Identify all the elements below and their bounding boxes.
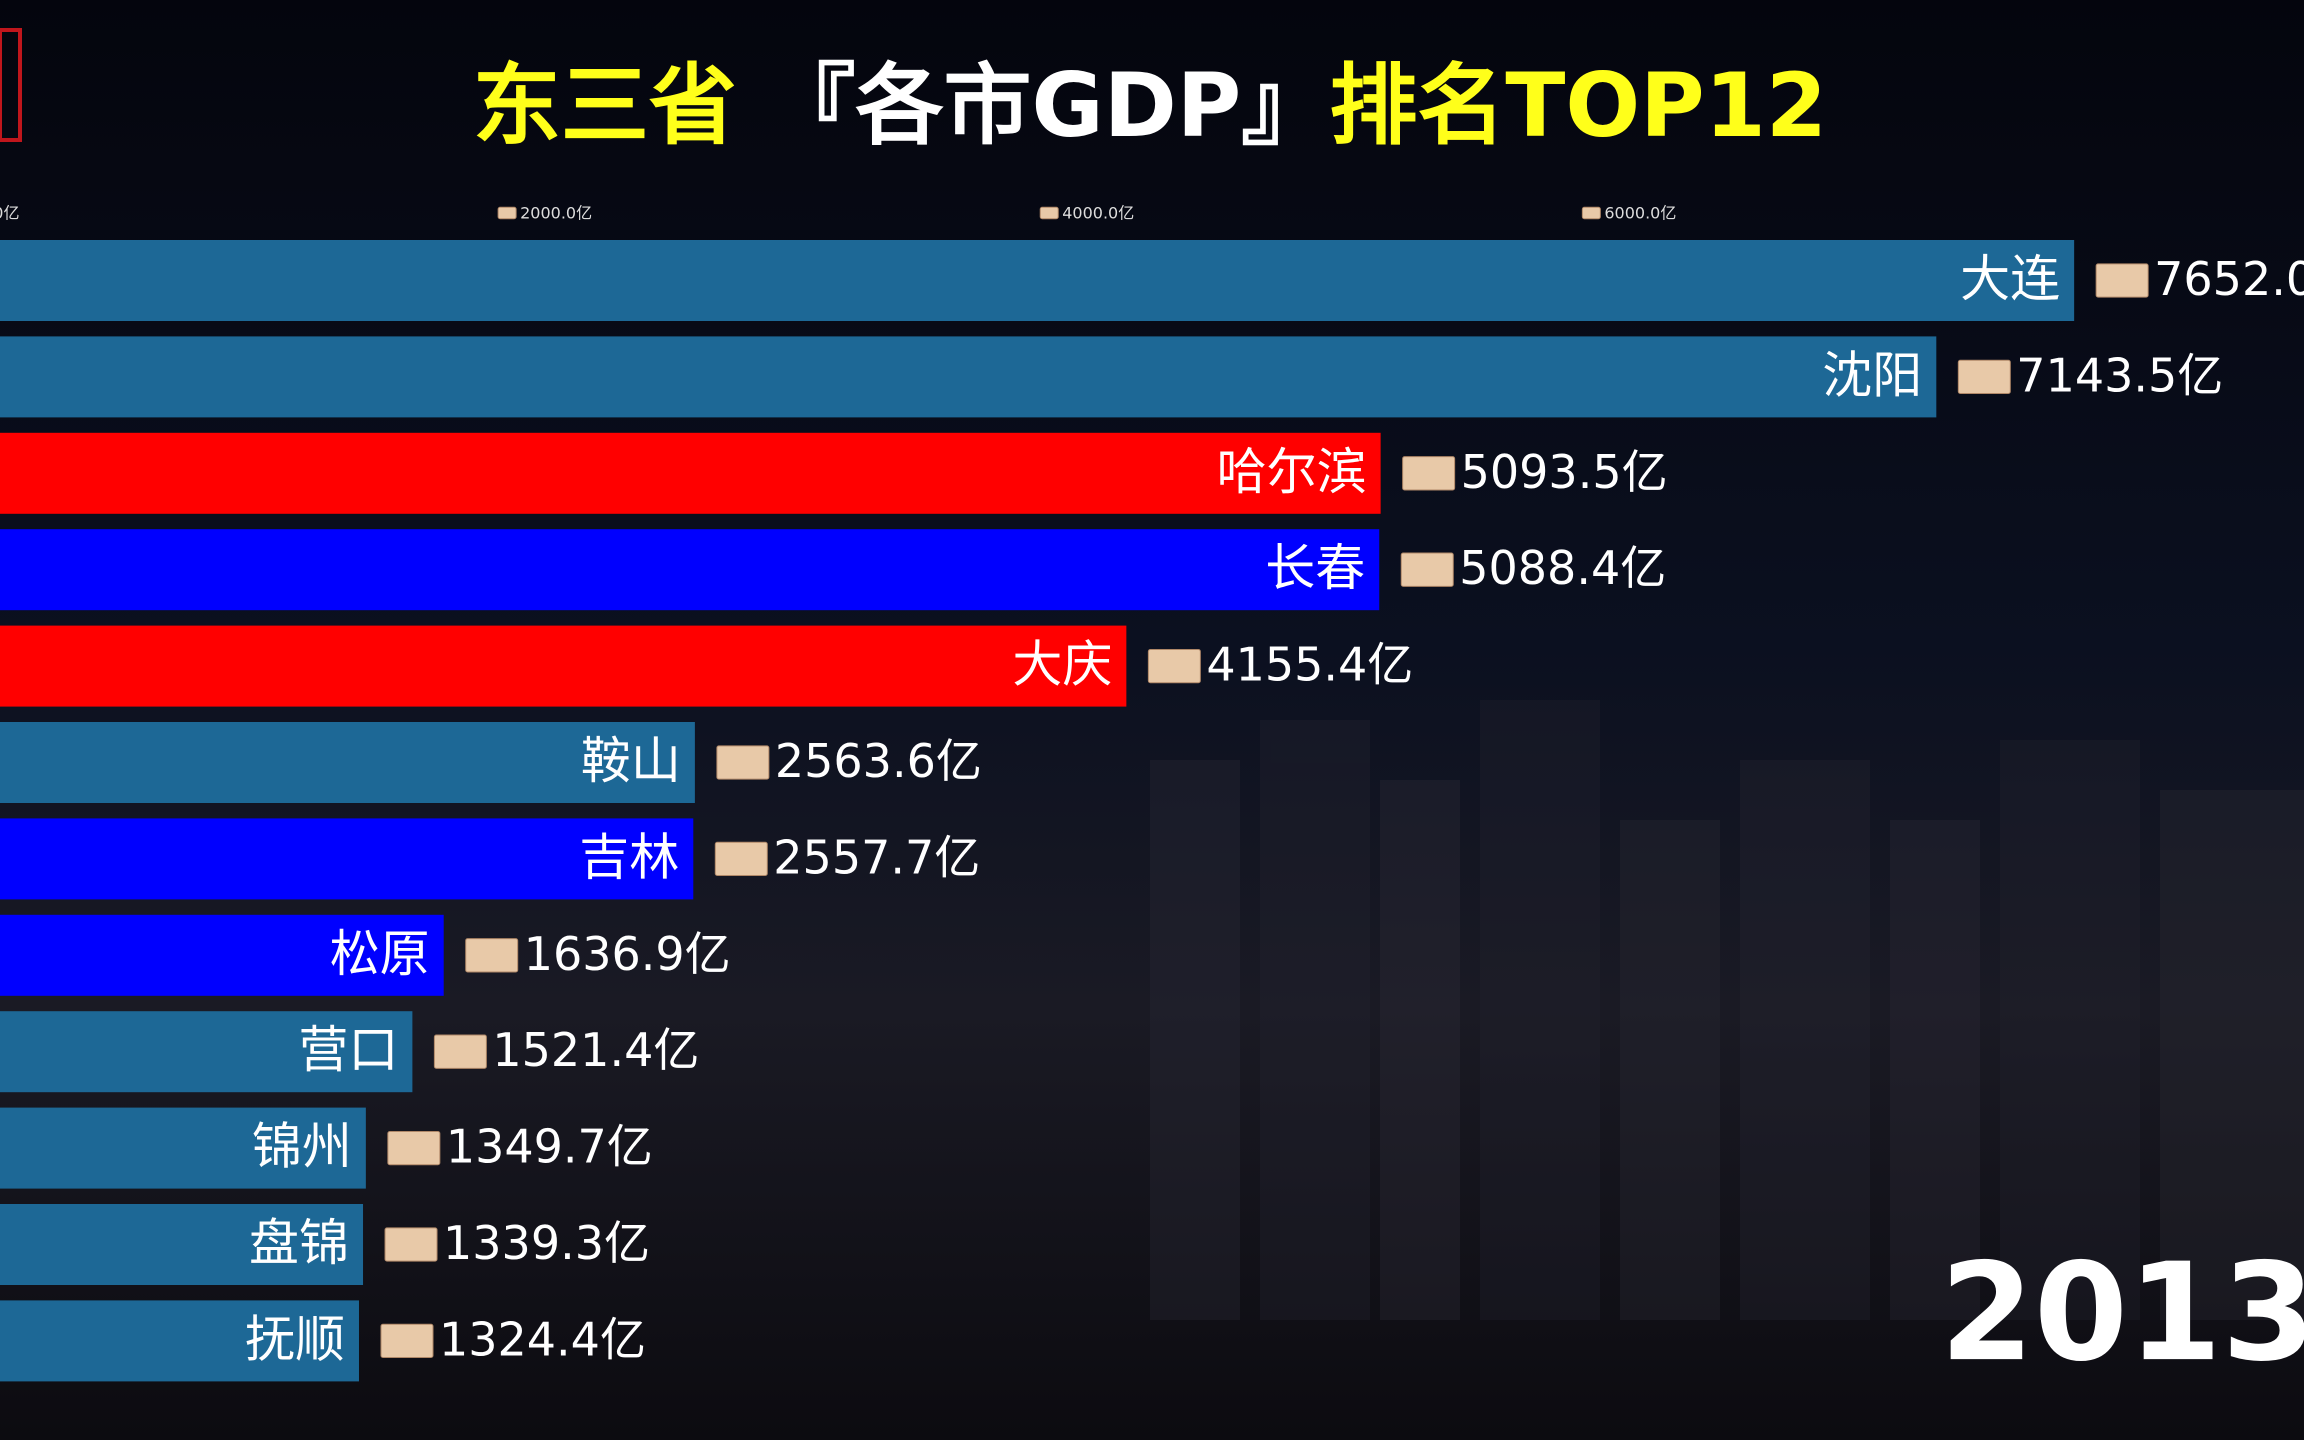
money-icon: [380, 1323, 434, 1359]
bar: [0, 914, 444, 996]
money-icon: [716, 745, 770, 780]
value-label: 1349.7亿: [446, 1120, 653, 1174]
x-tick-label: 4000.0亿: [1062, 204, 1134, 223]
value-label: 1521.4亿: [492, 1023, 699, 1077]
year-label: 2013年: [1940, 1234, 2304, 1391]
bar: [0, 722, 695, 803]
money-icon: [1147, 648, 1201, 684]
value-label: 7143.5亿: [2016, 348, 2223, 402]
bar: [0, 625, 1127, 707]
chart-title: 东三省 『各市GDP』排名TOP12: [473, 54, 1827, 157]
money-icon: [714, 841, 768, 877]
category-label: 哈尔滨: [1217, 443, 1367, 501]
value-label: 2557.7亿: [773, 830, 980, 884]
bar: [0, 432, 1381, 514]
category-label: 松原: [330, 925, 430, 983]
category-label: 大连: [1960, 250, 2060, 308]
money-icon: [1957, 359, 2011, 395]
x-tick-label: 2000.0亿: [520, 204, 592, 223]
value-label: 7652.0亿: [2154, 252, 2304, 306]
category-label: 锦州: [252, 1118, 352, 1176]
title-part: 排名TOP12: [1329, 54, 1827, 157]
money-icon: [497, 206, 517, 220]
money-icon: [465, 938, 519, 973]
money-icon: [384, 1227, 438, 1262]
value-label: 1636.9亿: [524, 927, 731, 981]
bar: [0, 240, 2075, 321]
category-label: 营口: [298, 1021, 398, 1079]
money-icon: [1402, 456, 1456, 491]
bar: [0, 1011, 413, 1093]
value-label: 4155.4亿: [1206, 638, 1413, 692]
bar: [0, 1107, 366, 1189]
bar: [0, 336, 1937, 418]
x-tick-label: 6000.0亿: [1604, 204, 1676, 223]
category-label: 沈阳: [1822, 346, 1922, 404]
city-silhouette: [1150, 700, 2304, 1320]
title-part: 『各市GDP』: [768, 54, 1330, 157]
category-label: 鞍山: [581, 732, 681, 790]
money-icon: [433, 1034, 487, 1069]
money-icon: [1400, 552, 1454, 587]
bar: [0, 1204, 364, 1285]
value-label: 1324.4亿: [439, 1312, 646, 1366]
category-label: 抚顺: [245, 1310, 345, 1368]
money-icon: [2095, 263, 2149, 298]
title-part: 东三省: [473, 54, 768, 157]
money-icon: [387, 1130, 441, 1166]
category-label: 吉林: [579, 828, 679, 886]
category-label: 大庆: [1012, 636, 1112, 694]
value-label: 1339.3亿: [443, 1216, 650, 1270]
bar: [0, 1300, 359, 1382]
category-label: 盘锦: [249, 1214, 349, 1272]
money-icon: [1581, 206, 1601, 220]
value-label: 5088.4亿: [1459, 541, 1666, 595]
bar: [0, 529, 1380, 611]
value-label: 2563.6亿: [775, 734, 982, 788]
money-icon: [1039, 206, 1059, 220]
logo-stamp: [0, 28, 22, 142]
category-label: 长春: [1265, 539, 1365, 597]
bar: [0, 818, 694, 900]
x-tick-label: 0.0亿: [0, 204, 19, 223]
value-label: 5093.5亿: [1461, 445, 1668, 499]
